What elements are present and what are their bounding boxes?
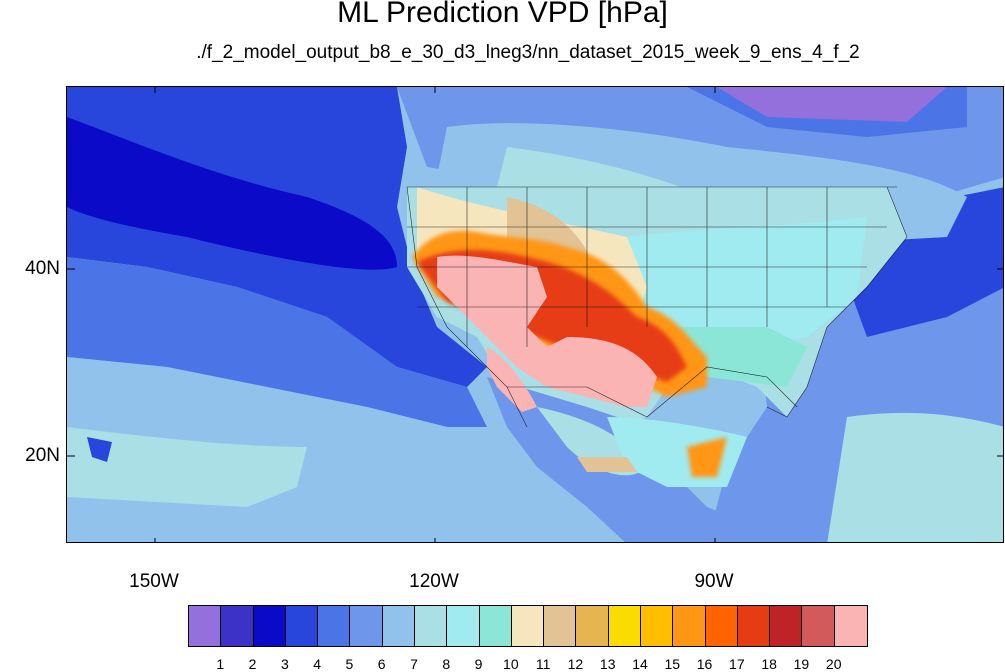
- colorbar-tick-label: 17: [729, 656, 745, 672]
- colorbar-tick-label: 10: [503, 656, 519, 672]
- lon-label-150w: 150W: [129, 571, 179, 592]
- colorbar-swatch: [608, 606, 641, 646]
- vpd-map: [67, 87, 1003, 542]
- colorbar-tick-label: 5: [345, 656, 354, 672]
- colorbar-tick-label: 2: [248, 656, 257, 672]
- colorbar-tick-label: 6: [377, 656, 386, 672]
- colorbar-tick-label: 9: [474, 656, 483, 672]
- colorbar-swatch: [414, 606, 448, 646]
- colorbar-tick-label: 20: [825, 656, 842, 672]
- colorbar-swatch: [770, 606, 803, 646]
- colorbar-tick-label: 11: [535, 656, 551, 672]
- colorbar-tick-label: 4: [313, 656, 322, 672]
- colorbar-tick-label: 12: [567, 656, 584, 672]
- colorbar-swatch: [705, 606, 738, 646]
- colorbar-swatch: [447, 606, 480, 646]
- map-title: ML Prediction VPD [hPa]: [337, 0, 668, 29]
- map-subtitle: ./f_2_model_output_b8_e_30_d3_lneg3/nn_d…: [196, 42, 860, 63]
- colorbar-swatch: [576, 606, 609, 646]
- colorbar-swatch: [285, 606, 319, 646]
- colorbar-tick-label: 19: [793, 656, 810, 672]
- colorbar-tick-label: 7: [410, 656, 418, 672]
- hudson-purple: [717, 87, 947, 122]
- lat-label-20n: 20N: [25, 445, 60, 466]
- colorbar-tick-label: 1: [216, 656, 225, 672]
- colorbar-tick-label: 15: [664, 656, 681, 672]
- colorbar-tick-label: 14: [632, 656, 648, 672]
- caribbean-orange: [687, 437, 727, 477]
- colorbar-swatch: [382, 606, 415, 646]
- colorbar-tick-label: 8: [442, 656, 451, 672]
- colorbar-swatch: [640, 606, 674, 646]
- colorbar-swatch: [802, 606, 835, 646]
- cuba-tan: [577, 457, 637, 472]
- colorbar-swatch: [189, 606, 222, 646]
- tick-marks: [67, 87, 1003, 542]
- colorbar-swatch: [318, 606, 351, 646]
- colorbar-tick-label: 13: [599, 656, 616, 672]
- pacific-core: [67, 117, 397, 270]
- colorbar-tick-label: 3: [280, 656, 289, 672]
- baja-max: [487, 347, 537, 412]
- colorbar-tick-label: 16: [696, 656, 713, 672]
- lon-label-90w: 90W: [694, 571, 734, 592]
- colorbar-swatch: [253, 606, 286, 646]
- texas-max: [567, 337, 657, 407]
- colorbar-swatch: [479, 606, 512, 646]
- colorbar-swatch: [350, 606, 383, 646]
- colorbar-swatch: [737, 606, 771, 646]
- us-east-cyan: [627, 217, 867, 347]
- lon-label-120w: 120W: [409, 571, 459, 592]
- south-pacific-light: [67, 427, 307, 507]
- map-panel: [66, 86, 1004, 543]
- colorbar-swatch: [673, 606, 706, 646]
- lat-label-40n: 40N: [25, 258, 60, 279]
- colorbar-tick-label: 18: [761, 656, 777, 672]
- colorbar-swatch: [834, 606, 867, 646]
- colorbar-swatch: [544, 606, 577, 646]
- southeast-teal: [667, 327, 807, 387]
- colorbar-swatch: [221, 606, 254, 646]
- north-pacific-mid: [67, 257, 487, 427]
- atlantic-light: [827, 412, 1003, 542]
- colorbar-swatch: [511, 606, 545, 646]
- hawaii-dark: [87, 437, 112, 462]
- coastline-borders: [406, 186, 908, 428]
- colorbar: [188, 605, 868, 647]
